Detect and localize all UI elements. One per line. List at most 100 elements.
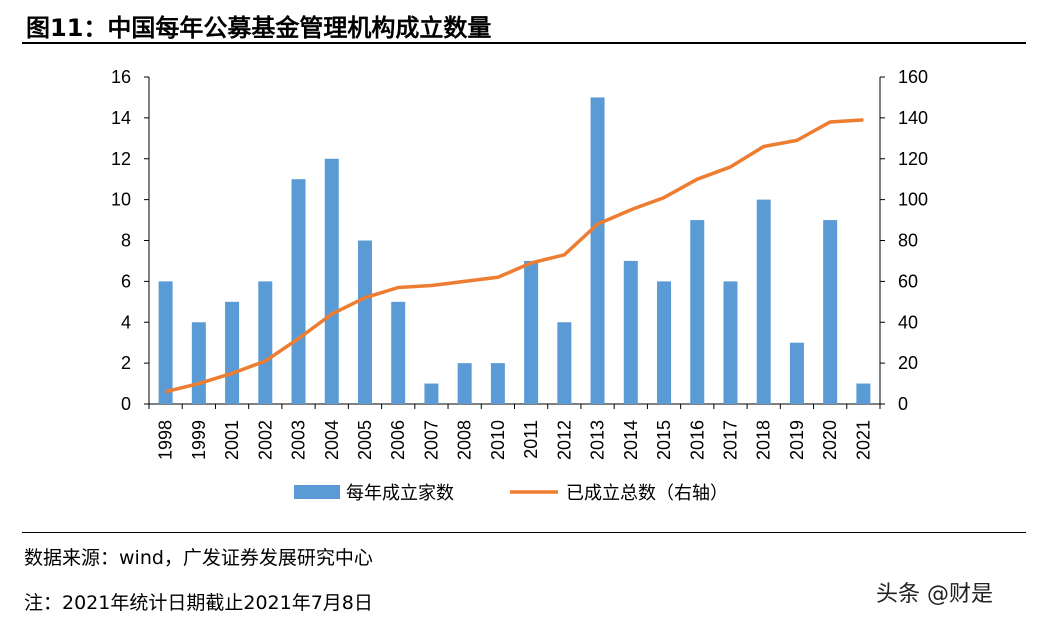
bar <box>657 281 672 404</box>
x-tick-label: 2006 <box>388 420 408 460</box>
x-tick-label: 2008 <box>455 420 475 460</box>
line-point <box>231 372 233 374</box>
line-point <box>729 166 731 168</box>
line-point <box>862 119 864 121</box>
line-point <box>364 297 366 299</box>
line-point <box>563 254 565 256</box>
x-tick-label: 2004 <box>322 420 342 460</box>
x-tick-label: 2013 <box>588 420 608 460</box>
left-tick-label: 16 <box>111 67 131 87</box>
right-tick-label: 60 <box>898 271 918 291</box>
line-point <box>298 338 300 340</box>
left-tick-label: 2 <box>121 353 131 373</box>
footer-rule <box>22 532 1026 533</box>
line-point <box>696 178 698 180</box>
x-tick-label: 2011 <box>521 420 541 459</box>
legend-line-label: 已成立总数（右轴） <box>566 483 728 504</box>
bar <box>457 363 472 404</box>
bar <box>391 301 406 404</box>
line-point <box>763 145 765 147</box>
bar <box>291 179 306 404</box>
chart-title: 图11：中国每年公募基金管理机构成立数量 <box>26 14 492 42</box>
bars <box>158 97 871 404</box>
right-tick-label: 80 <box>898 231 918 251</box>
left-tick-label: 6 <box>121 271 131 291</box>
line-point <box>597 223 599 225</box>
right-tick-label: 140 <box>898 108 928 128</box>
left-tick-label: 14 <box>111 108 131 128</box>
right-tick-label: 0 <box>898 394 908 414</box>
left-tick-label: 4 <box>121 312 131 332</box>
line-point <box>198 383 200 385</box>
line-point <box>464 280 466 282</box>
bar <box>524 260 539 404</box>
axes <box>144 76 885 409</box>
watermark: 头条 @财是 <box>876 582 993 607</box>
right-tick-label: 100 <box>898 190 928 210</box>
line-point <box>663 197 665 199</box>
x-tick-label: 2002 <box>255 420 275 460</box>
left-tick-label: 12 <box>111 149 131 169</box>
x-tick-label: 2005 <box>355 420 375 460</box>
line-point <box>397 287 399 289</box>
bar <box>490 363 505 404</box>
bar <box>258 281 273 404</box>
right-tick-label: 40 <box>898 312 918 332</box>
legend-bar-swatch <box>294 485 340 499</box>
x-tick-label: 2020 <box>820 420 840 460</box>
bar <box>557 322 572 404</box>
line-point <box>497 276 499 278</box>
bar <box>424 383 439 404</box>
x-tick-label: 2017 <box>720 420 740 460</box>
x-tick-label: 2016 <box>687 420 707 460</box>
bar <box>723 281 738 404</box>
line-point <box>264 360 266 362</box>
line-point <box>630 209 632 211</box>
bar <box>357 240 372 404</box>
line-point <box>829 121 831 123</box>
x-tick-label: 2021 <box>853 420 873 460</box>
line-point <box>796 139 798 141</box>
left-tick-label: 8 <box>121 231 131 251</box>
note-text: 注：2021年统计日期截止2021年7月8日 <box>24 592 373 614</box>
bar <box>756 199 771 404</box>
x-tick-label: 2007 <box>421 420 441 460</box>
bar <box>158 281 173 404</box>
x-tick-label: 2001 <box>222 420 242 460</box>
total-line <box>165 118 864 394</box>
line-point <box>165 391 167 393</box>
bar <box>856 383 871 404</box>
bar <box>690 220 705 404</box>
bar <box>789 342 804 404</box>
x-tick-label: 2018 <box>754 420 774 460</box>
x-tick-label: 2019 <box>787 420 807 460</box>
bar <box>324 158 339 404</box>
bar <box>225 301 240 404</box>
left-tick-label: 0 <box>121 394 131 414</box>
x-tick-label: 2010 <box>488 420 508 460</box>
x-tick-label: 1998 <box>156 420 176 460</box>
x-tick-label: 2003 <box>289 420 309 460</box>
x-tick-label: 1999 <box>189 420 209 460</box>
right-tick-label: 20 <box>898 353 918 373</box>
legend: 每年成立家数 已成立总数（右轴） <box>294 483 728 504</box>
legend-bar-label: 每年成立家数 <box>346 483 454 504</box>
bar <box>623 260 638 404</box>
bar <box>590 97 605 404</box>
line-series <box>165 118 864 394</box>
source-text: 数据来源：wind，广发证券发展研究中心 <box>24 547 373 569</box>
line-point <box>331 313 333 315</box>
line-point <box>530 262 532 264</box>
x-tick-label: 2012 <box>554 420 574 460</box>
line-point <box>430 284 432 286</box>
title-rule <box>22 42 1026 44</box>
right-tick-label: 160 <box>898 67 928 87</box>
x-tick-label: 2015 <box>654 420 674 460</box>
left-tick-label: 10 <box>111 190 131 210</box>
bar <box>191 322 206 404</box>
right-tick-label: 120 <box>898 149 928 169</box>
bar <box>823 220 838 404</box>
x-tick-label: 2014 <box>621 420 641 460</box>
